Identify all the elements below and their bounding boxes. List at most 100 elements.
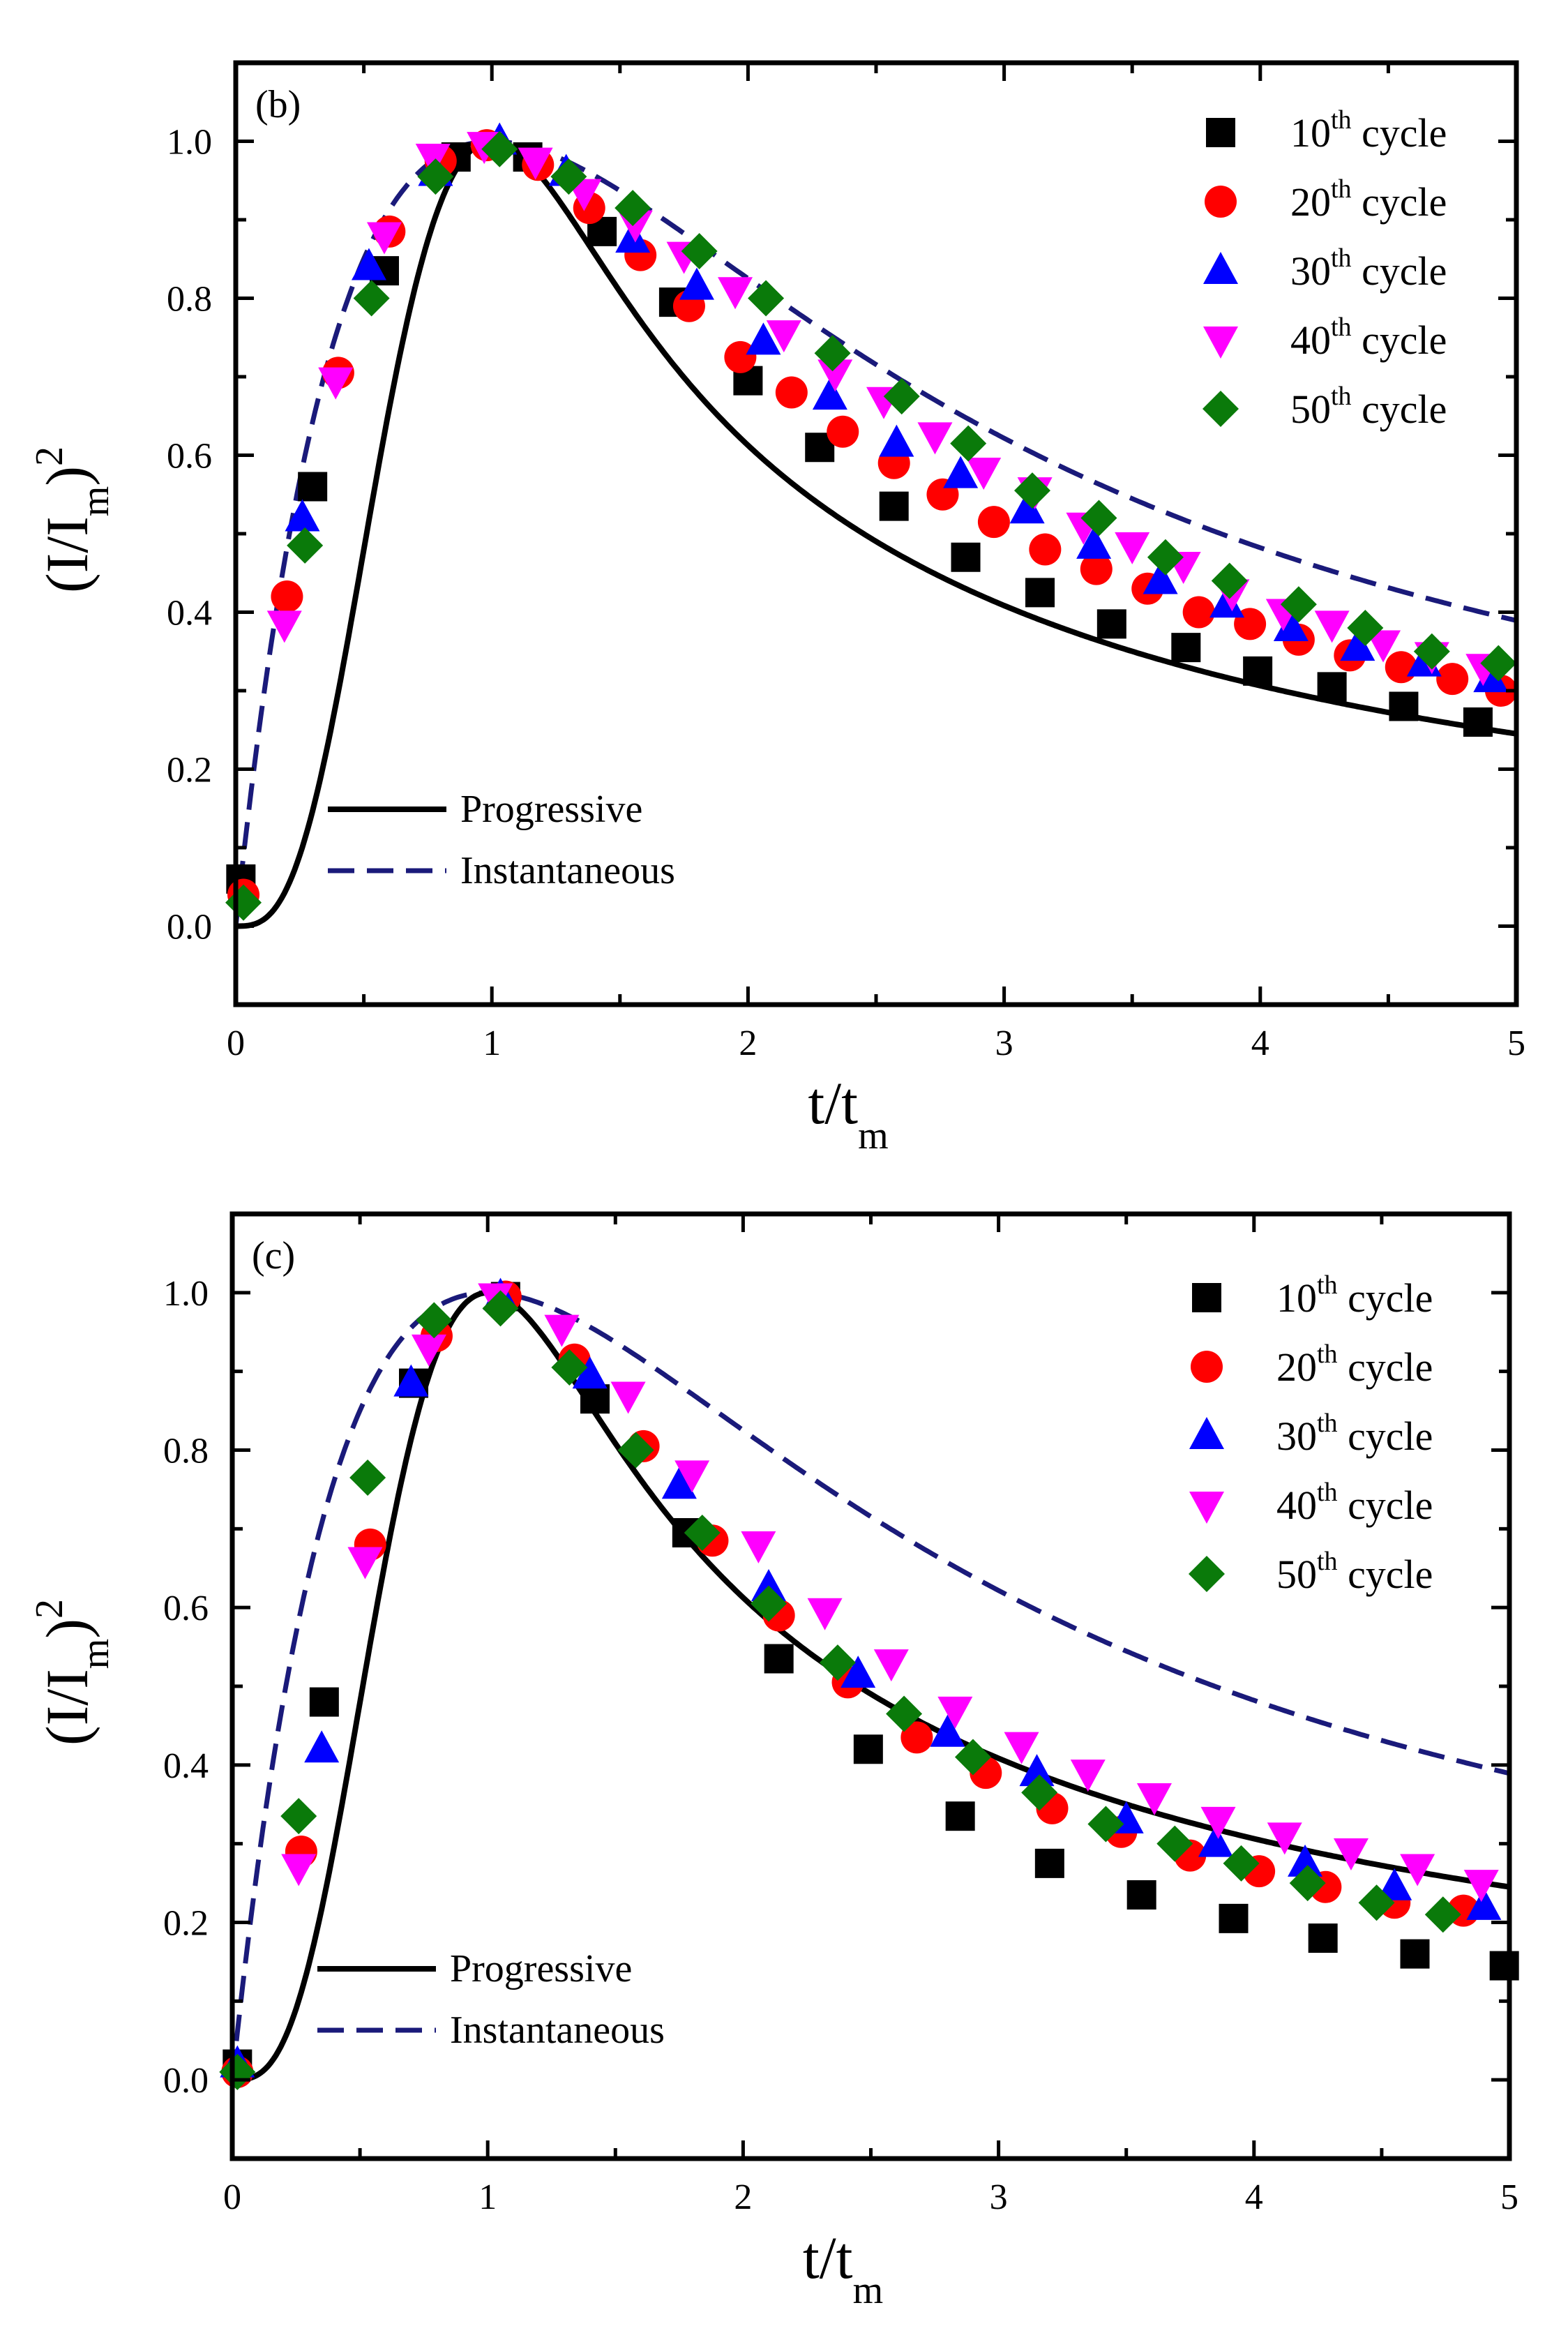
- data-point: [674, 1460, 710, 1493]
- data-point: [1489, 1951, 1519, 1981]
- data-point: [1400, 1854, 1435, 1886]
- legend-marker: [1203, 327, 1238, 359]
- panel-label: (b): [255, 83, 301, 126]
- data-point: [1019, 1754, 1055, 1787]
- x-tick-label: 4: [1245, 2177, 1263, 2217]
- x-tick-label: 5: [1507, 1023, 1525, 1063]
- data-point: [353, 280, 390, 317]
- legend-line-label: Progressive: [450, 1947, 632, 1990]
- data-point: [617, 1432, 654, 1469]
- data-point: [1009, 491, 1045, 524]
- data-point: [417, 158, 454, 195]
- data-point: [1317, 672, 1347, 702]
- data-point: [1025, 578, 1055, 608]
- data-point: [1473, 660, 1509, 693]
- data-point: [951, 542, 981, 572]
- data-point: [886, 1695, 923, 1732]
- legend-marker: [1205, 186, 1237, 218]
- data-point: [966, 458, 1002, 490]
- x-tick-label: 0: [227, 1023, 245, 1063]
- x-tick-label: 3: [990, 2177, 1008, 2217]
- data-point: [819, 1644, 856, 1681]
- data-point: [873, 1649, 909, 1682]
- x-tick-label: 2: [739, 1023, 757, 1063]
- data-point: [1463, 707, 1493, 737]
- data-point: [1198, 1824, 1233, 1857]
- data-point: [1358, 1884, 1395, 1921]
- data-point: [550, 158, 587, 195]
- data-point: [817, 359, 853, 392]
- data-point: [1156, 1825, 1193, 1862]
- x-axis-label: t/tm: [803, 2224, 883, 2312]
- data-point: [1389, 691, 1419, 721]
- data-point: [544, 1314, 580, 1347]
- data-point: [416, 1302, 453, 1339]
- data-point: [853, 1734, 883, 1764]
- x-axis-label: t/tm: [808, 1070, 888, 1157]
- data-point: [954, 1739, 991, 1776]
- data-point: [1480, 645, 1517, 682]
- data-point: [1171, 633, 1201, 663]
- legend-label: 30th cycle: [1276, 1409, 1433, 1459]
- data-point: [950, 425, 987, 462]
- legend-marker: [1189, 1556, 1225, 1592]
- x-tick-label: 1: [478, 2177, 497, 2217]
- data-point: [580, 1384, 610, 1414]
- y-tick-label: 0.0: [167, 908, 212, 947]
- legend-marker: [1189, 1492, 1224, 1524]
- y-tick-label: 1.0: [167, 123, 212, 163]
- data-point: [1004, 1732, 1039, 1764]
- data-point: [1126, 1880, 1156, 1910]
- data-point: [366, 222, 402, 255]
- data-point: [900, 1721, 933, 1754]
- data-point: [271, 580, 303, 613]
- data-point: [1377, 1868, 1412, 1900]
- data-point: [807, 1598, 843, 1630]
- data-point: [298, 472, 328, 502]
- data-point: [280, 1798, 317, 1835]
- data-point: [1280, 586, 1317, 623]
- data-point: [814, 335, 851, 372]
- y-tick-label: 0.4: [163, 1746, 209, 1786]
- data-point: [351, 248, 386, 280]
- y-tick-label: 0.0: [163, 2061, 209, 2101]
- data-point: [1029, 533, 1062, 566]
- data-point: [349, 1459, 386, 1496]
- x-axis: 0 1 2 3 4 5: [223, 1214, 1518, 2217]
- data-point: [347, 1547, 383, 1580]
- y-tick-label: 0.2: [163, 1904, 209, 1944]
- data-point: [775, 376, 808, 409]
- data-point: [1289, 1865, 1326, 1902]
- data-point: [1466, 1887, 1502, 1920]
- y-tick-label: 0.6: [163, 1589, 209, 1628]
- data-point: [937, 1696, 973, 1729]
- legend-label: 50th cycle: [1276, 1547, 1433, 1597]
- data-point: [840, 1656, 876, 1688]
- panel-label: (c): [252, 1234, 295, 1277]
- data-point: [681, 233, 718, 269]
- data-point: [1347, 610, 1384, 646]
- legend-label: 40th cycle: [1290, 313, 1447, 363]
- data-point: [827, 415, 859, 448]
- data-point: [943, 456, 979, 488]
- x-axis: 0 1 2 3 4 5: [227, 63, 1525, 1063]
- data-point: [917, 422, 953, 455]
- legend-marker: [1189, 1417, 1224, 1449]
- data-point: [309, 1687, 339, 1717]
- y-tick-label: 0.6: [167, 437, 212, 477]
- data-point: [1096, 609, 1126, 639]
- data-point: [764, 1644, 794, 1674]
- y-axis-label: (I/Im)2: [28, 447, 117, 593]
- x-tick-label: 2: [734, 2177, 752, 2217]
- legend-marker: [1203, 391, 1239, 427]
- data-point: [1182, 596, 1215, 629]
- legend-label: 40th cycle: [1276, 1478, 1433, 1528]
- x-tick-label: 5: [1500, 2177, 1518, 2217]
- data-point: [661, 1466, 697, 1499]
- data-point: [281, 1854, 317, 1886]
- legend-line-label: Progressive: [460, 788, 642, 831]
- legend-line-label: Instantaneous: [450, 2009, 665, 2052]
- x-tick-label: 1: [483, 1023, 501, 1063]
